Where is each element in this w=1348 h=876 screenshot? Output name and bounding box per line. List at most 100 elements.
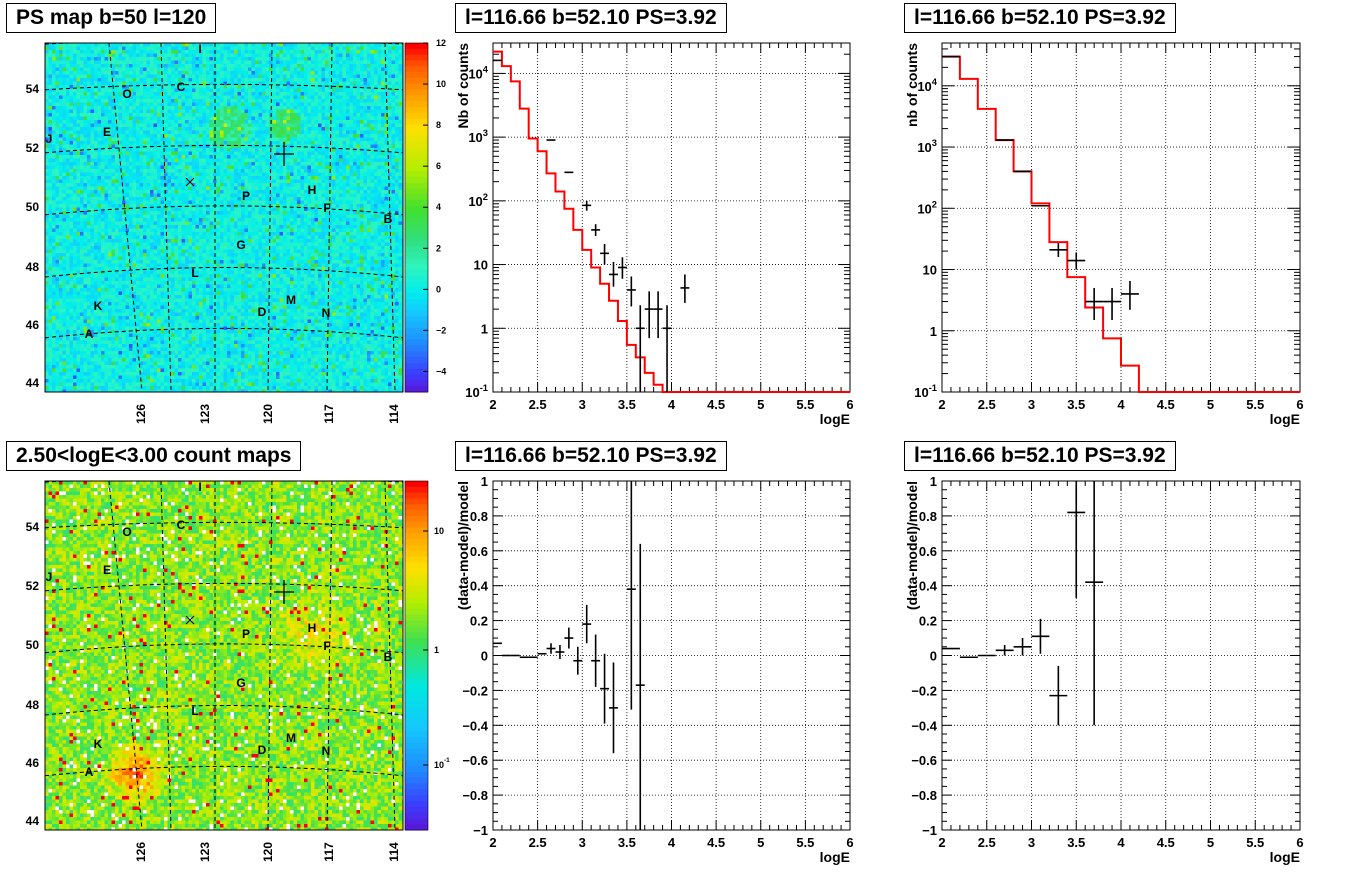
color-scale-swatch xyxy=(405,66,428,73)
color-scale-swatch xyxy=(405,229,428,236)
map-y-tick-label: 48 xyxy=(26,260,40,274)
y-tick-label: −1 xyxy=(922,823,937,838)
map-y-tick-label: 52 xyxy=(26,579,40,593)
color-scale-swatch xyxy=(405,252,428,259)
source-label: C xyxy=(177,80,186,94)
longitude-line xyxy=(326,43,333,392)
y-tick-label: 0.6 xyxy=(470,544,488,559)
color-scale-swatch xyxy=(405,579,428,587)
y-tick-label: 10 xyxy=(474,258,488,273)
x-tick-label: 6 xyxy=(1296,397,1303,412)
spectrum-plot-right: 2 2.5 3 3.5 4 4.5 5 5.5 6 10-1 1 10 102 103 104 logE nb … xyxy=(904,42,1304,427)
color-scale-swatch xyxy=(405,48,428,56)
color-scale-swatch xyxy=(405,690,428,697)
gridlines xyxy=(493,481,850,830)
map-x-tick-label: 114 xyxy=(387,404,401,424)
color-scale-swatch xyxy=(405,310,428,317)
y-tick-label: 0.6 xyxy=(919,544,937,559)
color-scale-tick-label: 1 xyxy=(434,645,439,655)
map-x-tick-label: 126 xyxy=(134,842,148,862)
latitude-line xyxy=(45,582,403,592)
map-y-tick-label: 54 xyxy=(26,520,40,534)
color-scale-swatch xyxy=(405,638,428,645)
x-tick-label: 2 xyxy=(489,835,496,850)
y-tick-label: −0.6 xyxy=(911,753,937,768)
x-axis-title: logE xyxy=(1270,849,1300,865)
x-tick-label: 4 xyxy=(668,835,676,850)
color-scale-swatch xyxy=(405,777,428,784)
y-tick-label: −0.4 xyxy=(462,718,488,733)
x-marker xyxy=(185,615,195,625)
color-scale-swatch xyxy=(405,165,428,172)
color-scale-swatch xyxy=(405,684,428,691)
source-label: O xyxy=(122,87,131,101)
source-label: K xyxy=(94,737,103,751)
color-scale-swatch xyxy=(405,182,428,189)
x-axis-title: logE xyxy=(820,849,850,865)
source-label: B xyxy=(384,212,393,226)
color-scale-swatch xyxy=(405,696,428,703)
color-scale-swatch xyxy=(405,106,428,114)
color-scale-swatch xyxy=(405,141,428,149)
coordinate-grid xyxy=(45,43,403,392)
color-scale-swatch xyxy=(405,77,428,85)
color-scale-tick-label: −2 xyxy=(436,325,446,335)
latitude-line xyxy=(45,205,403,216)
source-label: I xyxy=(198,42,201,56)
color-scale-swatch xyxy=(405,269,428,277)
y-tick-label: −0.8 xyxy=(462,788,488,803)
model-histogram xyxy=(493,50,850,393)
source-label: J xyxy=(46,570,53,584)
y-tick-label: −0.6 xyxy=(462,753,488,768)
color-scale-swatch xyxy=(405,812,428,819)
color-scale-swatch xyxy=(405,707,428,715)
color-scale-swatch xyxy=(405,118,428,125)
y-tick-label: 103 xyxy=(917,138,937,155)
color-scale-swatch xyxy=(405,649,428,656)
map-bottom-title: 2.50<logE<3.00 count maps xyxy=(6,441,302,471)
color-scale-frame xyxy=(404,42,429,393)
x-tick-label: 2.5 xyxy=(978,397,996,412)
color-scale-swatch xyxy=(405,742,428,750)
source-label: M xyxy=(286,731,296,745)
source-label: I xyxy=(198,480,201,494)
color-scale-swatch xyxy=(405,362,428,370)
color-scale-swatch xyxy=(405,153,428,160)
color-scale-swatch xyxy=(405,258,428,265)
y-tick-label: −0.8 xyxy=(911,788,937,803)
source-label: A xyxy=(85,765,94,779)
map-y-tick-label: 46 xyxy=(26,318,40,332)
color-scale-swatch xyxy=(405,83,428,91)
x-tick-label: 3.5 xyxy=(618,835,636,850)
y-axis-title: Nb of counts xyxy=(455,43,471,129)
color-scale-swatch xyxy=(405,293,428,300)
gridlines xyxy=(942,43,1300,392)
latitude-line xyxy=(45,267,403,278)
longitude-line xyxy=(384,481,396,830)
plus-marker xyxy=(274,580,294,604)
source-label: L xyxy=(191,704,198,718)
source-label: C xyxy=(177,518,186,532)
color-scale-swatch xyxy=(405,643,428,651)
x-marker xyxy=(185,177,195,187)
color-scale-swatch xyxy=(405,345,428,352)
x-tick-label: 4.5 xyxy=(1157,397,1175,412)
color-scale-swatch xyxy=(405,766,428,773)
color-scale-swatch xyxy=(405,818,428,825)
color-scale-swatch xyxy=(405,504,428,511)
y-tick-label: 0.2 xyxy=(919,614,937,629)
color-scale-swatch xyxy=(405,316,428,323)
y-axis-title: nb of counts xyxy=(904,43,920,127)
x-tick-label: 3 xyxy=(579,397,586,412)
spectrum-plot-left: 2 2.5 3 3.5 4 4.5 5 5.5 6 10-1 1 10 102 103 104 logE Nb … xyxy=(455,42,854,427)
color-scale-swatch xyxy=(405,783,428,790)
model-histogram xyxy=(942,55,1300,393)
color-scale-swatch xyxy=(405,736,428,744)
x-axis-title: logE xyxy=(1270,411,1300,427)
x-tick-label: 4 xyxy=(668,397,676,412)
color-scale-swatch xyxy=(405,655,428,662)
y-tick-label: 10 xyxy=(923,263,937,278)
latitude-line xyxy=(45,643,403,654)
color-scale-swatch xyxy=(405,719,428,726)
